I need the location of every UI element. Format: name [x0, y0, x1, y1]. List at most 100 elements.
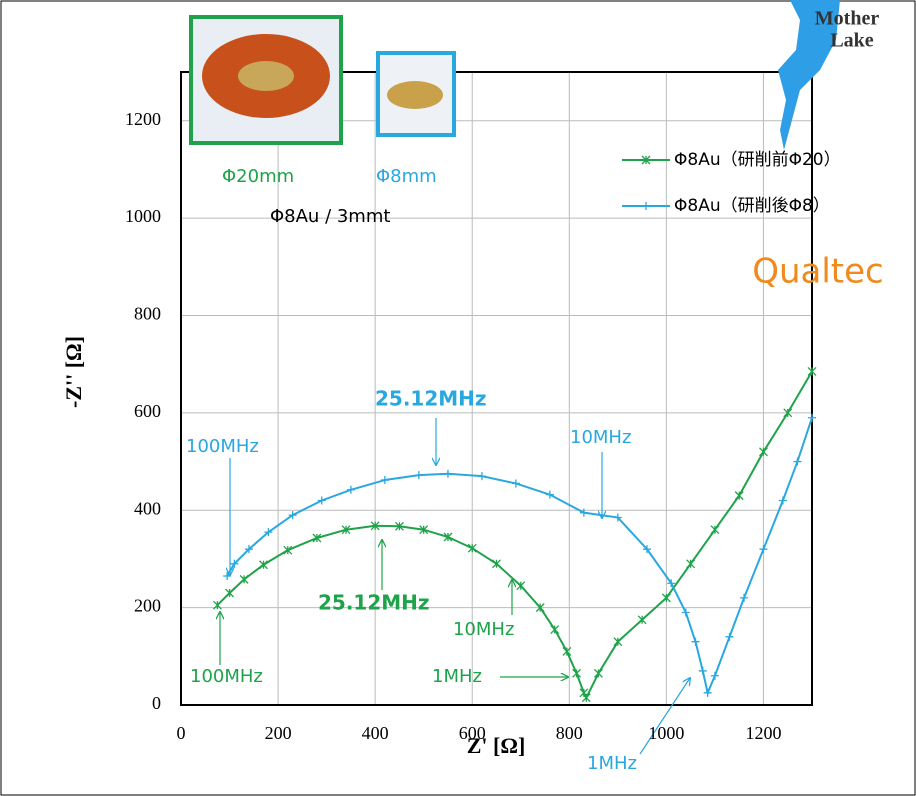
data-point — [212, 600, 222, 610]
data-point — [778, 496, 787, 505]
x-tick-label: 1000 — [648, 723, 684, 743]
annotation: 10MHz — [453, 619, 514, 640]
data-point — [793, 457, 802, 466]
data-point — [414, 471, 423, 480]
legend-label: Φ8Au（研削前Φ20） — [674, 150, 841, 170]
data-point — [283, 545, 293, 555]
data-point — [467, 543, 477, 553]
data-point — [535, 603, 545, 613]
annotation: 1MHz — [432, 666, 482, 687]
data-point — [572, 668, 582, 678]
y-tick-label: 1000 — [125, 206, 161, 226]
legend-marker — [641, 155, 651, 165]
data-point — [740, 593, 749, 602]
data-point — [225, 588, 234, 598]
data-point — [394, 521, 404, 531]
data-point — [661, 593, 671, 603]
data-point — [710, 671, 719, 680]
data-point — [710, 525, 720, 535]
annotation: 10MHz — [570, 427, 631, 448]
logo-text: Qualtec — [752, 252, 884, 292]
data-point — [264, 528, 273, 537]
data-point — [346, 485, 355, 494]
data-point — [370, 521, 380, 531]
data-point — [734, 491, 744, 501]
data-point — [581, 693, 591, 703]
y-tick-label: 1200 — [125, 109, 161, 129]
x-tick-label: 200 — [265, 723, 292, 743]
data-point — [562, 646, 572, 656]
annotation: Φ8mm — [376, 166, 437, 187]
data-point — [642, 545, 651, 554]
data-point — [703, 688, 712, 697]
data-point — [613, 637, 623, 647]
data-point — [259, 560, 268, 570]
y-tick-label: 600 — [134, 401, 161, 421]
data-point — [807, 366, 817, 376]
data-point — [725, 632, 734, 641]
annotation: Φ8Au / 3mmt — [270, 206, 390, 227]
photos — [189, 15, 456, 145]
y-tick-label: 400 — [134, 498, 161, 518]
data-point — [317, 496, 326, 505]
data-point — [698, 666, 707, 675]
annotation: Φ20mm — [222, 166, 294, 187]
data-point — [492, 559, 501, 569]
data-point — [691, 637, 700, 646]
x-tick-label: 400 — [362, 723, 389, 743]
annotation: 25.12MHz — [375, 387, 487, 411]
logo-text: Lake — [830, 30, 873, 52]
data-point — [230, 559, 239, 568]
data-point — [686, 559, 696, 569]
data-point — [808, 413, 816, 422]
annotation: 100MHz — [190, 666, 263, 687]
x-tick-label: 1200 — [745, 723, 781, 743]
data-point — [239, 574, 249, 584]
data-point — [244, 545, 253, 554]
x-axis-label: Z' [Ω] — [467, 733, 526, 758]
data-point — [312, 533, 322, 543]
y-tick-label: 200 — [134, 596, 161, 616]
annotation: 25.12MHz — [318, 591, 430, 615]
data-point — [288, 511, 297, 520]
data-point — [637, 615, 647, 625]
y-axis-label: -Z'' [Ω] — [61, 336, 86, 408]
legend: Φ8Au（研削前Φ20） Φ8Au（研削後Φ8） — [622, 150, 841, 216]
data-point — [380, 476, 389, 485]
x-tick-label: 600 — [459, 723, 486, 743]
data-point — [783, 408, 793, 418]
data-point — [593, 668, 603, 678]
data-point — [419, 525, 429, 535]
data-point — [667, 579, 676, 588]
data-point — [579, 508, 588, 517]
plot — [212, 366, 817, 703]
plot-frame — [180, 71, 813, 706]
data-point — [443, 469, 452, 478]
data-point — [613, 513, 622, 522]
data-point — [341, 525, 351, 535]
data-point — [511, 479, 520, 488]
data-point — [516, 581, 526, 591]
data-point — [443, 532, 453, 542]
y-tick-label: 0 — [152, 693, 161, 713]
data-point — [550, 625, 560, 634]
annotation: 100MHz — [186, 436, 259, 457]
data-point — [759, 447, 768, 457]
logo-lake — [778, 0, 840, 150]
series-line — [216, 370, 813, 700]
legend-marker — [642, 202, 650, 210]
legend-label: Φ8Au（研削後Φ8） — [674, 196, 830, 216]
data-point — [681, 608, 690, 617]
x-tick-label: 800 — [556, 723, 583, 743]
annotations: 100MHz 25.12MHz 10MHz 1MHz 100MHz 25.12MHz 10M… — [186, 166, 637, 774]
data-point — [759, 545, 768, 554]
logo-text: Mother — [815, 8, 880, 30]
annotation: 1MHz — [587, 753, 637, 774]
y-tick-label: 800 — [134, 304, 161, 324]
data-point — [477, 472, 486, 481]
x-tick-label: 0 — [177, 723, 186, 743]
data-point — [545, 490, 554, 499]
arrows — [220, 418, 690, 755]
